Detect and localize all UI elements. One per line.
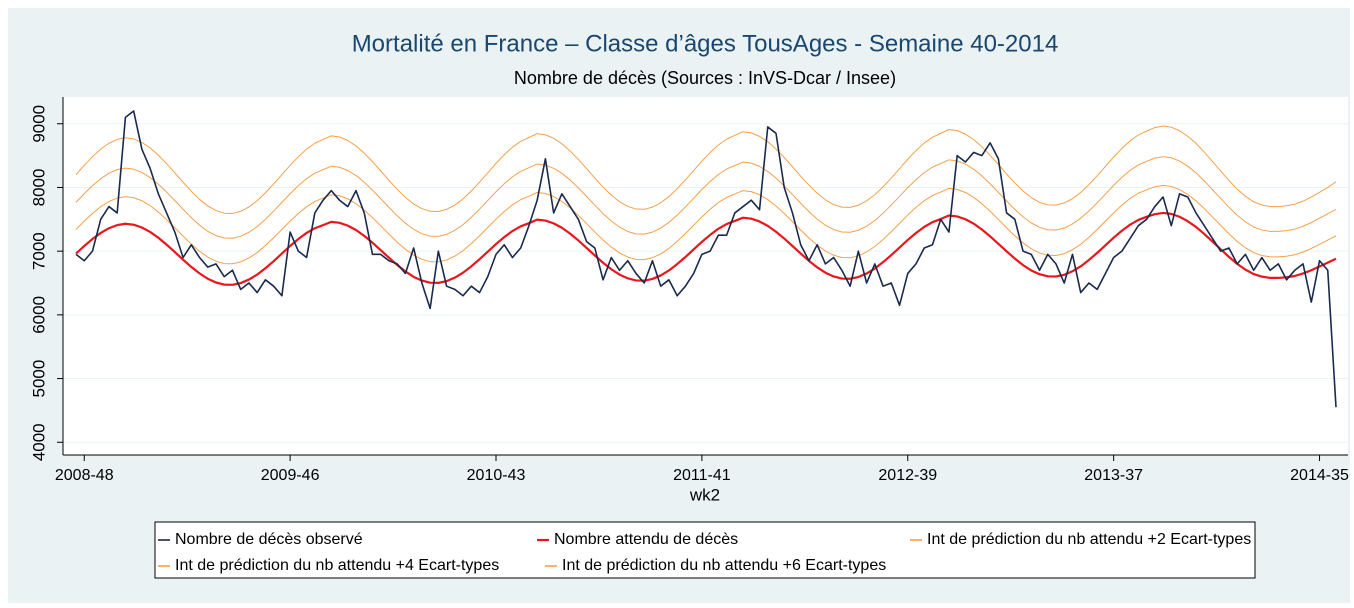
- series-line: [75, 184, 1337, 265]
- legend-label: Int de prédiction du nb attendu +4 Ecart…: [175, 557, 499, 574]
- chart-subtitle: Nombre de décès (Sources : InVS-Dcar / I…: [514, 68, 896, 88]
- x-tick-label: 2012-39: [878, 467, 937, 484]
- y-tick-label: 4000: [29, 423, 48, 461]
- y-tick-label: 5000: [29, 360, 48, 398]
- y-tick-label: 7000: [29, 232, 48, 270]
- series-line: [75, 211, 1337, 286]
- legend-label: Int de prédiction du nb attendu +6 Ecart…: [562, 557, 886, 574]
- y-tick-label: 9000: [29, 105, 48, 143]
- legend-box: [154, 521, 1256, 579]
- chart-title: Mortalité en France – Classe d’âges Tous…: [352, 30, 1059, 57]
- x-axis-title: wk2: [689, 485, 720, 504]
- legend-label: Nombre de décès observé: [175, 531, 363, 548]
- legend-label: Int de prédiction du nb attendu +2 Ecart…: [927, 531, 1251, 548]
- x-tick-label: 2008-48: [55, 467, 114, 484]
- series-line: [75, 110, 1337, 408]
- y-tick-label: 8000: [29, 169, 48, 207]
- legend-label: Nombre attendu de décès: [554, 531, 738, 548]
- x-tick-label: 2009-46: [261, 467, 320, 484]
- series-line: [75, 156, 1337, 239]
- x-tick-label: 2010-43: [467, 467, 526, 484]
- x-tick-label: 2013-37: [1084, 467, 1143, 484]
- x-tick-label: 2014-35: [1290, 467, 1349, 484]
- series-line: [75, 125, 1337, 214]
- x-tick-label: 2011-41: [673, 467, 731, 484]
- y-tick-label: 6000: [29, 296, 48, 334]
